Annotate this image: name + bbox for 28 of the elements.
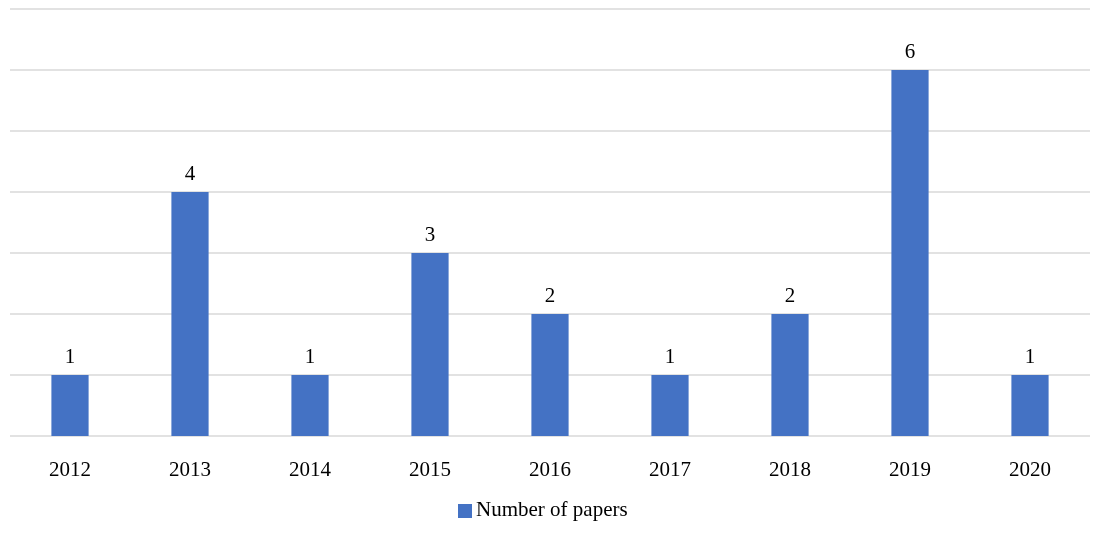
data-label: 1: [1024, 344, 1036, 368]
x-tick-label: 2012: [49, 457, 91, 481]
x-tick-label: 2019: [889, 457, 931, 481]
bar: [651, 375, 689, 436]
x-tick-label: 2014: [289, 457, 332, 481]
data-label: 6: [904, 39, 916, 63]
data-label: 2: [784, 283, 796, 307]
bar: [891, 70, 929, 436]
x-tick-label: 2018: [769, 457, 811, 481]
bar: [531, 314, 569, 436]
legend-label: Number of papers: [476, 496, 628, 521]
bar: [51, 375, 89, 436]
data-label: 1: [664, 344, 676, 368]
x-tick-label: 2013: [169, 457, 211, 481]
data-label: 3: [424, 222, 436, 246]
bar: [771, 314, 809, 436]
x-tick-label: 2020: [1009, 457, 1051, 481]
bar: [291, 375, 329, 436]
x-tick-label: 2016: [529, 457, 571, 481]
data-label: 2: [544, 283, 556, 307]
data-label: 1: [304, 344, 316, 368]
bar: [1011, 375, 1049, 436]
x-tick-label: 2017: [649, 457, 691, 481]
bar: [411, 253, 449, 436]
data-label: 1: [64, 344, 76, 368]
data-label: 4: [184, 161, 196, 185]
x-tick-label: 2015: [409, 457, 451, 481]
bar: [171, 192, 209, 436]
